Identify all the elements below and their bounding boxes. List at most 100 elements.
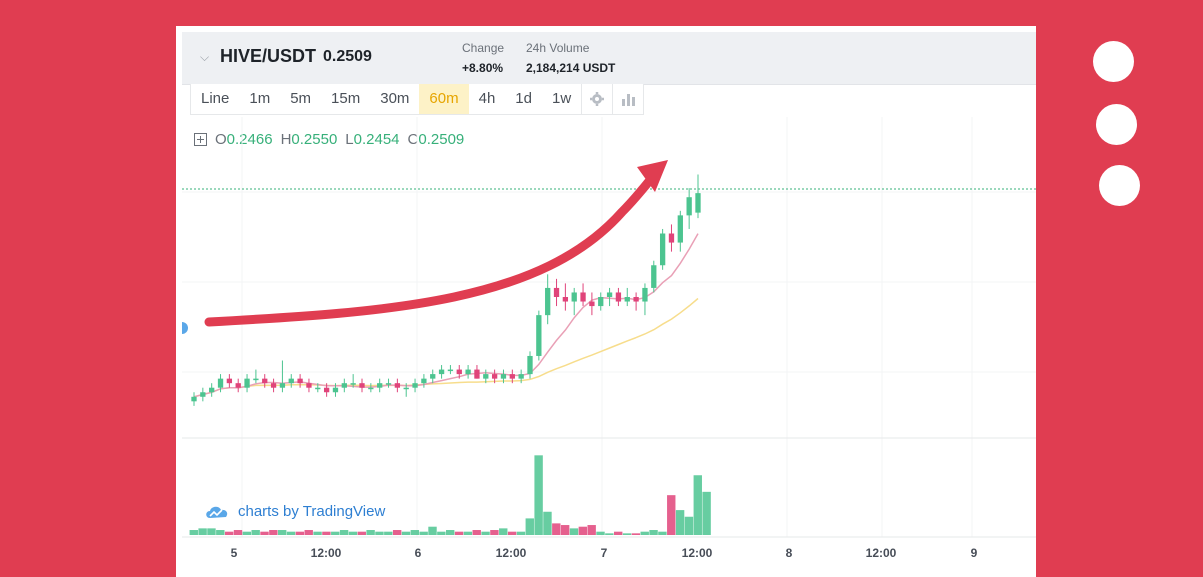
candle-body xyxy=(580,292,586,302)
candle-body xyxy=(385,383,392,385)
candle-body xyxy=(668,233,675,243)
volume-bar xyxy=(278,530,287,535)
volume-bar xyxy=(207,528,216,535)
candle-body xyxy=(350,383,356,385)
volume-bar xyxy=(357,531,366,535)
x-axis-label: 5 xyxy=(231,546,238,560)
volume-bar xyxy=(286,531,296,535)
tradingview-cloud-icon xyxy=(206,506,228,518)
market-header: ⌵ HIVE/USDT 0.2509 Change +8.80% 24h Vol… xyxy=(182,32,1036,85)
volume-bar xyxy=(313,531,322,535)
bar-chart-icon[interactable] xyxy=(612,84,643,114)
candle-body xyxy=(456,369,462,375)
volume-bar xyxy=(472,530,481,535)
candle-body xyxy=(474,369,480,379)
change-value: +8.80% xyxy=(462,61,504,75)
candle-body xyxy=(279,383,286,388)
interval-1d[interactable]: 1d xyxy=(515,90,532,107)
change-label: Change xyxy=(462,41,505,55)
open-label: O xyxy=(215,131,227,148)
candle-body xyxy=(226,378,233,384)
candle-body xyxy=(633,297,639,302)
volume-bar xyxy=(516,531,526,535)
watermark-text: charts by TradingView xyxy=(238,503,386,520)
candle-body xyxy=(527,355,533,375)
high-value: 0.2550 xyxy=(291,131,338,148)
volume-bar xyxy=(552,523,561,535)
menu-dot[interactable] xyxy=(1099,165,1140,206)
candle-body xyxy=(430,374,436,379)
x-axis-label: 12:00 xyxy=(866,546,897,560)
volume-bar xyxy=(499,528,508,535)
volume-bar xyxy=(401,531,411,535)
volume-bar xyxy=(410,530,420,535)
interval-5m[interactable]: 5m xyxy=(290,90,312,107)
interval-line[interactable]: Line xyxy=(201,90,230,107)
price-chart[interactable]: 5 12:00 6 12:00 7 12:00 8 12:00 9 xyxy=(182,32,1036,577)
candle-body xyxy=(421,378,427,384)
volume-bar xyxy=(605,533,614,535)
candle-body xyxy=(553,287,560,297)
scroll-handle xyxy=(182,322,188,334)
gear-icon[interactable] xyxy=(581,84,612,114)
volume-bar xyxy=(242,531,252,535)
candle-body xyxy=(491,374,498,379)
candle-body xyxy=(438,369,445,375)
ohlc-legend: O 0.2466 H 0.2550 L 0.2454 C 0.2509 xyxy=(194,131,464,148)
candle-body xyxy=(571,292,577,302)
volume-bar xyxy=(569,528,579,535)
interval-1m[interactable]: 1m xyxy=(249,90,271,107)
volume-bar xyxy=(304,530,313,535)
volume-value: 2,184,214 USDT xyxy=(526,61,616,75)
candle-body xyxy=(695,193,701,213)
volume-bar xyxy=(622,533,632,535)
volume-bar xyxy=(702,491,711,535)
volume-bar xyxy=(640,531,649,535)
candle-body xyxy=(191,396,197,402)
candle-body xyxy=(545,287,551,316)
interval-4h[interactable]: 4h xyxy=(478,90,496,107)
volume-bar xyxy=(366,530,375,535)
interval-60m[interactable]: 60m xyxy=(419,84,469,114)
candle-body xyxy=(465,369,471,375)
volume-bar xyxy=(322,531,331,535)
volume-bar xyxy=(251,530,260,535)
candle-body xyxy=(315,387,321,390)
candle-body xyxy=(677,215,683,243)
candle-body xyxy=(306,383,312,388)
volume-bar xyxy=(693,475,702,535)
volume-bar xyxy=(348,531,358,535)
candle-body xyxy=(536,315,542,356)
volume-bar xyxy=(375,531,384,535)
tradingview-watermark[interactable]: charts by TradingView xyxy=(204,503,385,520)
interval-30m[interactable]: 30m xyxy=(380,90,410,107)
candle-body xyxy=(359,383,365,388)
x-axis-label: 6 xyxy=(415,546,422,560)
candle-body xyxy=(624,297,630,302)
chevron-down-icon[interactable]: ⌵ xyxy=(200,50,210,64)
candle-body xyxy=(253,378,259,381)
volume-bar xyxy=(260,531,269,535)
candle-body xyxy=(244,378,250,388)
candle-body xyxy=(262,378,268,384)
interval-15m[interactable]: 15m xyxy=(331,90,361,107)
volume-bar xyxy=(269,530,278,535)
expand-icon[interactable] xyxy=(194,133,207,146)
interval-1w[interactable]: 1w xyxy=(551,90,572,107)
x-axis-label: 8 xyxy=(786,546,793,560)
menu-dot[interactable] xyxy=(1093,41,1134,82)
close-label: C xyxy=(407,131,419,148)
candle-body xyxy=(686,197,692,216)
volume-bar xyxy=(428,526,437,535)
ma-long-line xyxy=(193,297,699,398)
candle-body xyxy=(209,387,215,393)
pair-name[interactable]: HIVE/USDT xyxy=(220,46,317,66)
menu-dot[interactable] xyxy=(1096,104,1137,145)
candle-body xyxy=(659,233,666,266)
volume-bar xyxy=(667,495,676,535)
candle-body xyxy=(412,383,418,388)
interval-toolbar: Line 1m 5m 15m 30m 60m 4h 1d 1w xyxy=(190,84,645,115)
volume-bar xyxy=(578,526,588,535)
candle-body xyxy=(615,292,622,302)
volume-bar xyxy=(649,530,658,535)
